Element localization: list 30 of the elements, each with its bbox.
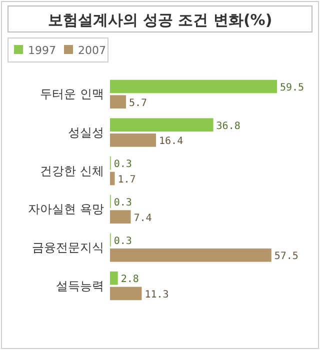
data-label: 0.3 bbox=[114, 236, 132, 247]
chart-title: 보험설계사의 성공 조건 변화(%) bbox=[48, 11, 272, 29]
bar bbox=[110, 118, 214, 132]
bar bbox=[110, 80, 277, 94]
data-label: 59.5 bbox=[280, 82, 304, 94]
y-tick-label: 금융전문지식 bbox=[32, 240, 104, 254]
y-tick-label: 건강한 신체 bbox=[40, 164, 104, 178]
data-label: 16.4 bbox=[159, 136, 184, 148]
bar bbox=[110, 272, 118, 285]
y-tick-label: 성실성 bbox=[68, 126, 104, 140]
bar bbox=[110, 172, 115, 186]
bar bbox=[110, 248, 272, 262]
data-label: 2.8 bbox=[120, 274, 139, 286]
y-tick-label: 자아실현 욕망 bbox=[28, 202, 104, 216]
bar bbox=[110, 286, 142, 300]
data-label: 11.3 bbox=[144, 290, 169, 300]
bar bbox=[110, 95, 126, 108]
bar bbox=[110, 134, 156, 147]
y-tick-label: 설득능력 bbox=[56, 278, 104, 293]
data-label: 5.7 bbox=[129, 98, 148, 109]
data-label: 0.3 bbox=[114, 159, 132, 170]
bar bbox=[110, 210, 131, 224]
legend-label: 2007 bbox=[78, 44, 106, 57]
y-tick-label: 두터운 인맥 bbox=[40, 87, 104, 102]
data-label: 1.7 bbox=[118, 174, 136, 186]
legend-label: 1997 bbox=[28, 44, 56, 57]
data-label: 36.8 bbox=[216, 120, 240, 132]
data-label: 7.4 bbox=[134, 212, 152, 224]
data-label: 57.5 bbox=[274, 251, 298, 262]
data-label: 0.3 bbox=[114, 198, 132, 208]
